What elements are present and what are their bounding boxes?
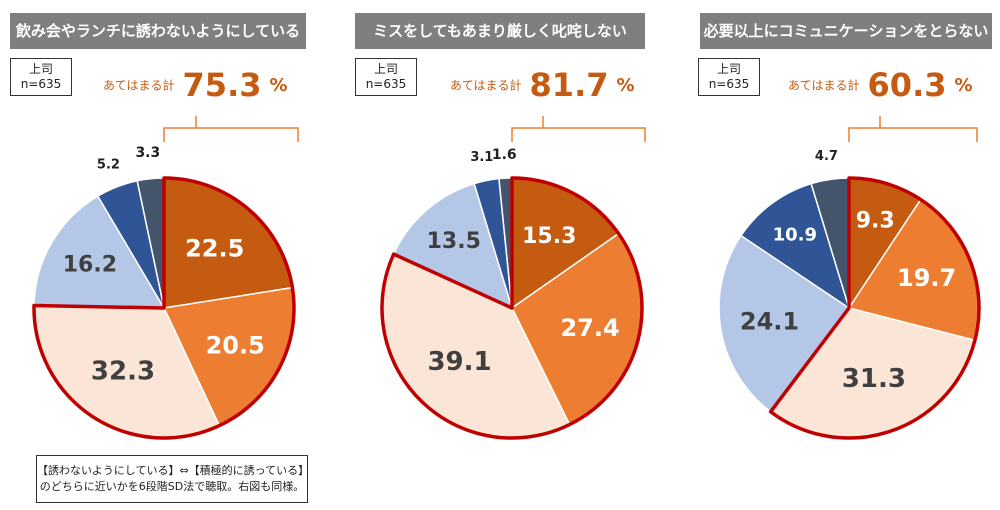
- slice-label-6: 1.6: [492, 147, 517, 163]
- pie-slice-4: [33, 195, 166, 309]
- slice-label-4: 16.2: [63, 252, 117, 277]
- aggregate-value: 60.3: [867, 66, 947, 104]
- base-label: 上司: [28, 62, 53, 76]
- pie-chart: 22.5 20.5 32.3 16.2 5.2 3.3: [32, 116, 299, 440]
- aggregate: あてはまる計 81.7%: [450, 66, 635, 104]
- aggregate-bracket: [511, 116, 646, 142]
- pie-chart: 15.3 27.4 39.1 13.5 3.11.6: [380, 116, 646, 440]
- base-box: 上司 n=635: [10, 58, 72, 96]
- slice-label-5: 5.2: [97, 158, 120, 173]
- aggregate-unit: %: [954, 74, 973, 96]
- slice-label-3: 39.1: [427, 347, 491, 377]
- chart-title: 必要以上にコミュニケーションをとらない: [700, 13, 992, 49]
- slice-label-6: 3.3: [135, 145, 160, 161]
- aggregate-value: 75.3: [182, 66, 262, 104]
- base-n: n=635: [708, 77, 750, 91]
- slice-label-1: 22.5: [185, 235, 244, 263]
- base-n: n=635: [20, 77, 62, 91]
- chart-title: 飲み会やランチに誘わないようにしている: [10, 13, 306, 49]
- panel-1: 飲み会やランチに誘わないようにしている 上司 n=635 あてはまる計 75.3%…: [0, 0, 330, 510]
- aggregate-unit: %: [269, 74, 288, 96]
- method-note: 【誘わないようにしている】⇔【積極的に誘っている】 のどちらに近いかを6段階SD…: [36, 455, 310, 503]
- slice-label-4: 24.1: [740, 307, 799, 335]
- pie-slice-5: [739, 182, 851, 310]
- note-line-2: のどちらに近いかを6段階SD法で聴取。右図も同様。: [39, 480, 305, 493]
- aggregate-value: 81.7: [529, 66, 609, 104]
- pie-chart: 9.3 19.7 31.3 24.1 10.9 4.7: [718, 116, 981, 440]
- slice-label-2: 27.4: [560, 314, 619, 342]
- pie-slice-4: [392, 182, 514, 310]
- aggregate-label: あてはまる計: [450, 78, 522, 93]
- slice-label-4: 13.5: [427, 229, 481, 254]
- slice-label-3: 32.3: [91, 356, 155, 386]
- chart-title: ミスをしてもあまり厳しく叱咤しない: [355, 13, 645, 49]
- note-line-1: 【誘わないようにしている】⇔【積極的に誘っている】: [37, 464, 310, 477]
- agree-outline: [32, 176, 296, 440]
- panel-3: 必要以上にコミュニケーションをとらない 上司 n=635 あてはまる計 60.3%…: [688, 0, 1000, 510]
- base-label: 上司: [373, 62, 398, 76]
- slice-label-2: 20.5: [206, 332, 265, 360]
- slice-label-5: 10.9: [773, 224, 817, 245]
- slice-label-5: 3.1: [470, 150, 493, 165]
- panel-2: ミスをしてもあまり厳しく叱咤しない 上司 n=635 あてはまる計 81.7% 1…: [345, 0, 675, 510]
- slice-label-6: 4.7: [815, 149, 838, 164]
- base-label: 上司: [716, 62, 741, 76]
- base-box: 上司 n=635: [355, 58, 417, 96]
- aggregate-bracket: [848, 116, 978, 142]
- aggregate-label: あてはまる計: [788, 78, 860, 93]
- aggregate: あてはまる計 60.3%: [788, 66, 973, 104]
- aggregate-bracket: [163, 116, 299, 142]
- aggregate-unit: %: [616, 74, 635, 96]
- agree-outline: [768, 176, 981, 440]
- slice-label-3: 31.3: [842, 364, 906, 394]
- pie-slice-4: [718, 234, 851, 413]
- base-n: n=635: [365, 77, 407, 91]
- base-box: 上司 n=635: [698, 58, 760, 96]
- slice-label-1: 9.3: [856, 208, 895, 233]
- aggregate-label: あてはまる計: [103, 78, 175, 93]
- aggregate: あてはまる計 75.3%: [103, 66, 288, 104]
- slice-label-1: 15.3: [522, 224, 576, 249]
- slice-label-2: 19.7: [897, 264, 956, 292]
- agree-outline: [380, 176, 644, 440]
